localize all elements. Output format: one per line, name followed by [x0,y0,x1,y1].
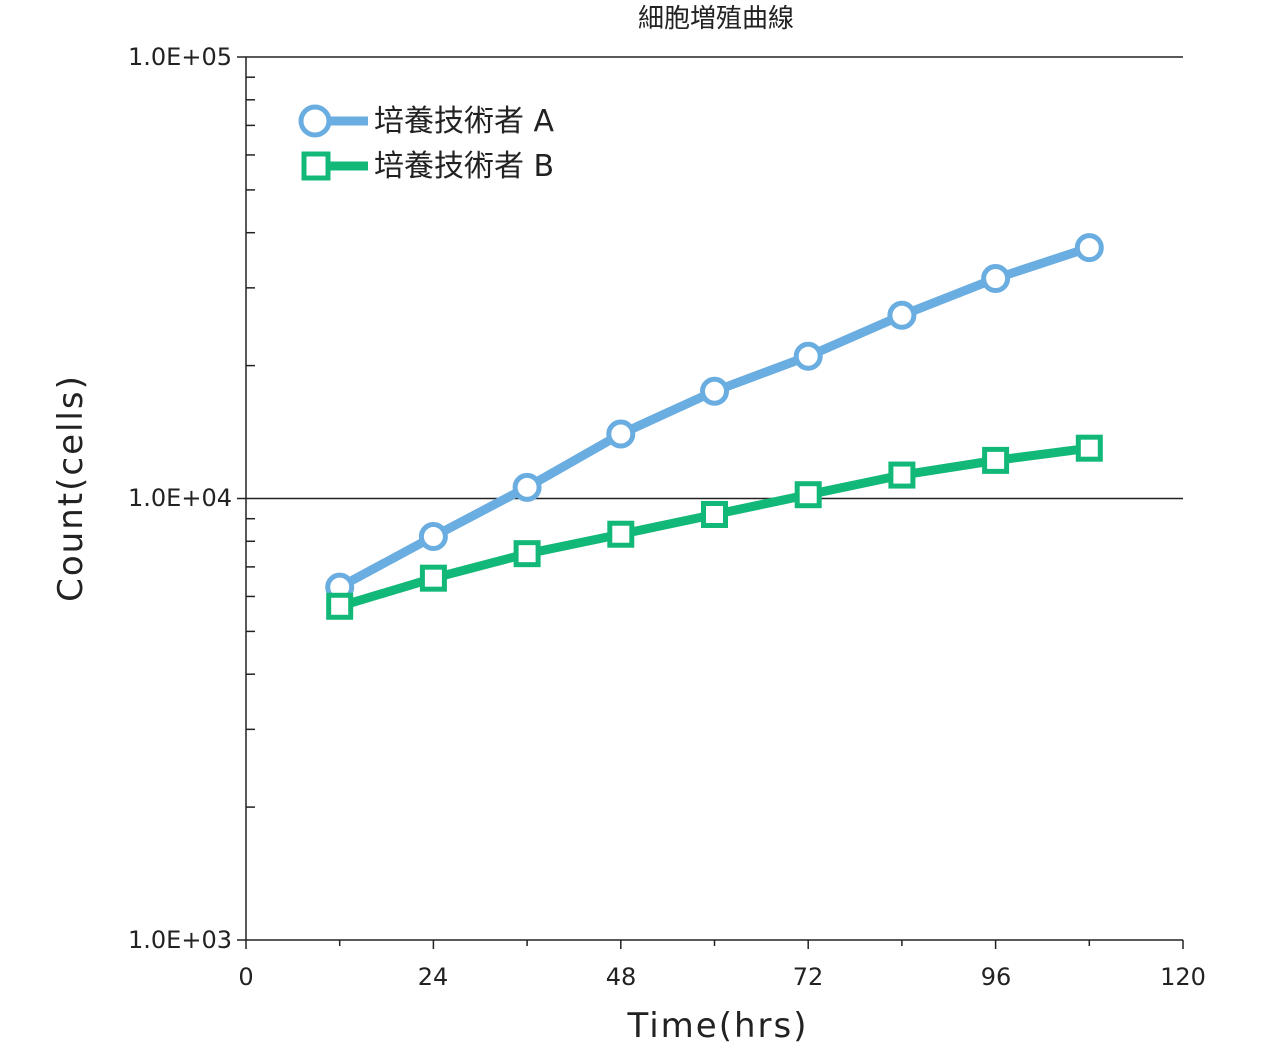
legend-label-a: 培養技術者 A [374,104,555,139]
series-0-point-6 [887,300,917,330]
x-axis-label: Time(hrs) [627,1006,809,1044]
series-1-point-3 [607,520,635,548]
series-1-point-6 [888,461,916,489]
series-line-0 [337,243,1091,592]
legend-marker-b [301,151,331,181]
x-tick-label-0: 0 [238,963,253,991]
chart-title: 細胞増殖曲線 [638,4,794,34]
y-tick-label-1e4: 1.0E+04 [128,484,232,512]
x-tick-label-96: 96 [981,963,1012,991]
series-0-point-3 [606,419,636,449]
series-1-point-8 [1075,434,1103,462]
series-1-point-2 [513,540,541,568]
x-tick-label-72: 72 [793,963,824,991]
y-tick-label-1e5: 1.0E+05 [128,43,232,71]
x-tick-label-120: 120 [1160,963,1206,991]
series-1-point-5 [794,481,822,509]
gridlines [246,56,1183,500]
legend-label-b: 培養技術者 B [374,149,554,184]
series-1-point-4 [701,500,728,528]
x-axis-ticks [245,940,1184,949]
legend: 培養技術者 A 培養技術者 B [298,104,555,184]
series-0-point-4 [700,376,729,406]
y-axis-ticks [237,56,255,941]
series-1-point-7 [982,446,1010,474]
series-0-point-1 [418,522,448,552]
series-0-point-5 [793,341,823,371]
series-1-point-1 [419,564,447,592]
series-0-point-8 [1074,233,1104,263]
series-0-point-7 [981,263,1011,293]
x-tick-label-48: 48 [606,963,637,991]
x-tick-label-24: 24 [418,963,449,991]
y-tick-label-1e3: 1.0E+03 [128,926,232,954]
series-0-point-2 [512,472,542,502]
y-axis-label: Count(cells) [51,374,91,602]
legend-marker-a [298,104,332,138]
data-series [325,233,1104,620]
series-1-point-0 [326,592,354,620]
